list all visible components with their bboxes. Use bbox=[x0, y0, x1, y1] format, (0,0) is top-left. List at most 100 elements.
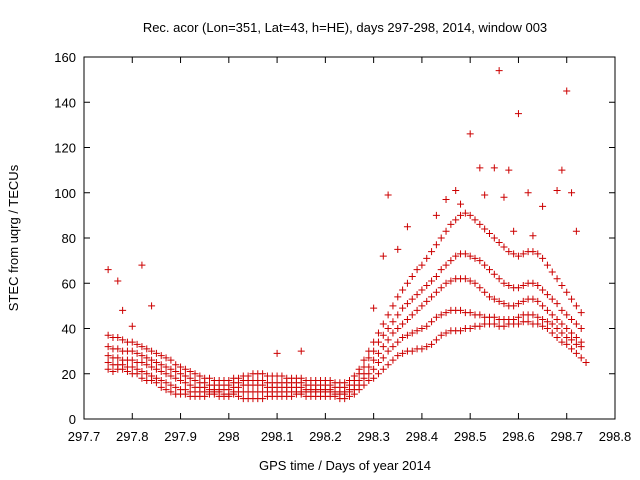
data-point bbox=[572, 349, 580, 357]
data-point bbox=[548, 329, 556, 337]
data-point bbox=[167, 388, 175, 396]
data-point bbox=[167, 372, 175, 380]
data-point bbox=[408, 311, 416, 319]
data-point bbox=[152, 374, 160, 382]
data-point bbox=[360, 356, 368, 364]
data-point bbox=[572, 334, 580, 342]
data-point bbox=[379, 320, 387, 328]
data-point bbox=[196, 372, 204, 380]
data-point bbox=[514, 313, 522, 321]
data-point bbox=[534, 313, 542, 321]
data-point bbox=[539, 302, 547, 310]
data-point bbox=[572, 302, 580, 310]
data-point bbox=[543, 318, 551, 326]
data-point bbox=[457, 327, 465, 335]
data-point bbox=[403, 331, 411, 339]
data-point bbox=[172, 367, 180, 375]
x-tick-label: 298 bbox=[218, 429, 240, 444]
data-point bbox=[519, 297, 527, 305]
data-point bbox=[548, 295, 556, 303]
data-point bbox=[138, 352, 146, 360]
data-point bbox=[572, 340, 580, 348]
data-point bbox=[119, 336, 127, 344]
data-point bbox=[428, 248, 436, 256]
data-point bbox=[437, 266, 445, 274]
data-point bbox=[384, 347, 392, 355]
data-point bbox=[471, 279, 479, 287]
data-point bbox=[481, 225, 489, 233]
data-point bbox=[558, 320, 566, 328]
data-point bbox=[181, 365, 189, 373]
data-point bbox=[413, 327, 421, 335]
data-point bbox=[514, 300, 522, 308]
data-point bbox=[162, 379, 170, 387]
data-point bbox=[152, 349, 160, 357]
data-point bbox=[191, 377, 199, 385]
data-point bbox=[384, 191, 392, 199]
data-point bbox=[109, 367, 117, 375]
data-point bbox=[403, 223, 411, 231]
x-tick-label: 298.3 bbox=[357, 429, 390, 444]
data-point bbox=[568, 315, 576, 323]
data-point bbox=[543, 291, 551, 299]
data-point bbox=[568, 329, 576, 337]
x-tick-label: 298.5 bbox=[454, 429, 487, 444]
data-point bbox=[563, 288, 571, 296]
data-point bbox=[505, 166, 513, 174]
data-point bbox=[524, 318, 532, 326]
y-tick-label: 120 bbox=[54, 141, 76, 156]
data-point bbox=[543, 261, 551, 269]
data-point bbox=[563, 340, 571, 348]
data-point bbox=[365, 377, 373, 385]
data-point bbox=[432, 288, 440, 296]
data-point bbox=[539, 286, 547, 294]
data-point bbox=[273, 349, 281, 357]
y-tick-label: 40 bbox=[62, 322, 76, 337]
data-point bbox=[553, 325, 561, 332]
data-point bbox=[553, 186, 561, 194]
data-point bbox=[558, 338, 566, 346]
data-point bbox=[360, 363, 368, 371]
data-point bbox=[167, 356, 175, 364]
data-point bbox=[374, 358, 382, 366]
data-point bbox=[133, 349, 141, 357]
data-point bbox=[133, 365, 141, 373]
data-point bbox=[143, 354, 151, 362]
data-point bbox=[138, 374, 146, 382]
data-point bbox=[104, 352, 112, 360]
data-point bbox=[138, 358, 146, 366]
data-point bbox=[138, 367, 146, 375]
data-point bbox=[399, 334, 407, 342]
data-point bbox=[394, 338, 402, 346]
x-tick-label: 298.2 bbox=[309, 429, 342, 444]
data-point bbox=[384, 336, 392, 344]
data-point bbox=[577, 309, 585, 317]
data-point bbox=[447, 220, 455, 228]
data-point bbox=[259, 395, 267, 403]
data-point bbox=[418, 286, 426, 294]
data-point bbox=[162, 354, 170, 362]
y-tick-label: 20 bbox=[62, 367, 76, 382]
data-point bbox=[172, 383, 180, 391]
x-tick-label: 297.8 bbox=[116, 429, 149, 444]
data-point bbox=[128, 356, 136, 364]
data-point bbox=[379, 252, 387, 260]
data-point bbox=[374, 329, 382, 337]
data-point bbox=[234, 374, 242, 382]
data-point bbox=[510, 302, 518, 310]
data-point bbox=[143, 361, 151, 369]
data-point bbox=[568, 336, 576, 344]
data-point bbox=[365, 354, 373, 362]
data-point bbox=[423, 282, 431, 290]
data-point bbox=[181, 372, 189, 380]
data-point bbox=[524, 189, 532, 197]
data-point bbox=[534, 282, 542, 290]
data-point bbox=[341, 379, 349, 387]
data-point bbox=[128, 322, 136, 330]
data-point bbox=[399, 320, 407, 328]
data-point bbox=[563, 325, 571, 332]
data-point bbox=[167, 365, 175, 373]
data-point bbox=[432, 336, 440, 344]
data-point bbox=[408, 329, 416, 337]
